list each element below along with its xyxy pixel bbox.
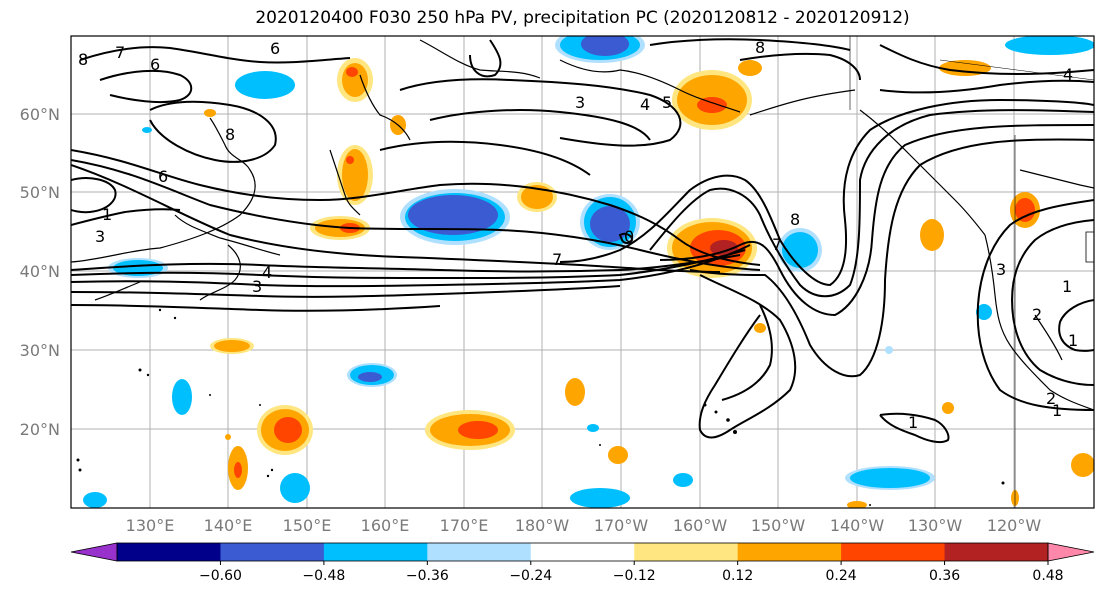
colorbar-labels: −0.60 −0.48 −0.36 −0.24 −0.12 0.12 0.24 0.36 0.4… bbox=[199, 561, 1064, 584]
contour-label: 4 bbox=[262, 263, 272, 282]
contour-label: 1 bbox=[1068, 331, 1078, 350]
colorbar-tick-label: −0.48 bbox=[302, 568, 345, 584]
lon-label: 150°E bbox=[283, 516, 332, 535]
contour-label: 6 bbox=[270, 39, 280, 58]
contour-label: 7 bbox=[115, 43, 125, 62]
lon-label: 180°W bbox=[515, 516, 570, 535]
islands bbox=[76, 308, 1005, 506]
colorbar-segment bbox=[220, 543, 325, 561]
contour-label: 0 bbox=[624, 227, 634, 246]
contour-label: 7 bbox=[772, 235, 782, 254]
contour-label: 6 bbox=[158, 167, 168, 186]
contour-label: 3 bbox=[996, 260, 1006, 279]
contour-label: 2 bbox=[1046, 389, 1056, 408]
lon-label: 130°E bbox=[126, 516, 175, 535]
colorbar-tick-label: −0.60 bbox=[199, 568, 242, 584]
colorbar-segment bbox=[944, 543, 1049, 561]
contour-label: 3 bbox=[575, 93, 585, 112]
coastlines bbox=[71, 36, 1094, 508]
contour-label: 8 bbox=[790, 210, 800, 229]
contour-label: 1 bbox=[1052, 401, 1062, 420]
colorbar-tick-label: −0.36 bbox=[406, 568, 449, 584]
map-title: 2020120400 F030 250 hPa PV, precipitatio… bbox=[255, 8, 910, 28]
colorbar-tick-label: 0.12 bbox=[722, 568, 753, 584]
lon-label: 130°W bbox=[908, 516, 963, 535]
colorbar-tick-label: 0.48 bbox=[1032, 568, 1063, 584]
colorbar-segment bbox=[634, 543, 739, 561]
lat-label-50n: 50°N bbox=[20, 183, 60, 202]
lat-label-20n: 20°N bbox=[20, 420, 60, 439]
colorbar-tick-label: −0.12 bbox=[613, 568, 656, 584]
lon-label: 120°W bbox=[987, 516, 1042, 535]
contour-label: 3 bbox=[252, 277, 262, 296]
contour-label: 4 bbox=[1063, 65, 1073, 84]
colorbar-arrow-right bbox=[1047, 542, 1095, 562]
contour-label: 8 bbox=[755, 38, 765, 57]
lat-label-60n: 60°N bbox=[20, 105, 60, 124]
latitude-labels: 60°N 50°N 40°N 30°N 20°N bbox=[20, 105, 60, 439]
colorbar-tick-label: 0.36 bbox=[929, 568, 960, 584]
lon-label: 140°E bbox=[204, 516, 253, 535]
longitude-labels: 130°E 140°E 150°E 160°E 170°E 180°W 170°… bbox=[126, 516, 1042, 535]
lat-label-30n: 30°N bbox=[20, 341, 60, 360]
lon-label: 160°W bbox=[673, 516, 728, 535]
colorbar-segment bbox=[323, 543, 428, 561]
colorbar-segment bbox=[530, 543, 635, 561]
contour-label: 1 bbox=[908, 413, 918, 432]
colorbar-segment bbox=[737, 543, 842, 561]
colorbar-arrow-left bbox=[70, 542, 118, 562]
contour-label: 8 bbox=[225, 125, 235, 144]
contour-label: 5 bbox=[662, 93, 672, 112]
lon-label: 140°W bbox=[830, 516, 885, 535]
colorbar bbox=[70, 542, 1095, 562]
colorbar-tick-label: −0.24 bbox=[509, 568, 552, 584]
contour-label: 6 bbox=[150, 55, 160, 74]
contour-label: 1 bbox=[102, 205, 112, 224]
pv-contours bbox=[71, 38, 1094, 444]
lon-label: 170°E bbox=[440, 516, 489, 535]
colorbar-border bbox=[116, 542, 1049, 562]
contour-label: 3 bbox=[95, 227, 105, 246]
contour-label: 7 bbox=[552, 250, 562, 269]
contour-label: 1 bbox=[1062, 277, 1072, 296]
lon-label: 170°W bbox=[594, 516, 649, 535]
colorbar-segment bbox=[841, 543, 946, 561]
contour-label: 8 bbox=[78, 50, 88, 69]
colorbar-segment bbox=[117, 543, 221, 561]
contour-labels: 7 6 8 8 3 4 5 6 1 3 6 7 0 8 7 4 3 3 2 1 … bbox=[78, 38, 1078, 432]
colorbar-tick-label: 0.24 bbox=[826, 568, 857, 584]
lat-label-40n: 40°N bbox=[20, 262, 60, 281]
precip-positive-areas bbox=[204, 58, 1094, 508]
lon-label: 160°E bbox=[361, 516, 410, 535]
contour-label: 4 bbox=[640, 95, 650, 114]
lon-label: 150°W bbox=[751, 516, 806, 535]
colorbar-segment bbox=[427, 543, 532, 561]
map-border bbox=[70, 35, 1095, 509]
contour-label: 2 bbox=[1032, 305, 1042, 324]
